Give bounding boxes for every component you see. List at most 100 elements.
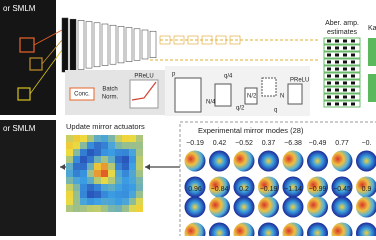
label: Batch	[102, 87, 117, 93]
layer	[69, 18, 77, 71]
dot	[351, 102, 355, 106]
dot	[351, 81, 355, 85]
actuator	[80, 205, 87, 212]
layer	[85, 21, 93, 69]
actuator	[136, 142, 143, 149]
actuator	[115, 142, 122, 149]
actuator	[87, 205, 94, 212]
mode	[258, 222, 279, 236]
mode-value: −0.19	[260, 186, 278, 193]
actuator	[66, 135, 73, 142]
actuator	[80, 163, 87, 170]
mode	[331, 150, 353, 172]
dot	[327, 39, 331, 43]
dot	[343, 81, 347, 85]
actuator	[136, 149, 143, 156]
actuator	[122, 205, 129, 212]
actuator	[122, 135, 129, 142]
label: q	[274, 108, 277, 114]
label: Norm.	[102, 95, 119, 101]
mode	[233, 150, 255, 172]
actuator	[136, 198, 143, 205]
actuator	[80, 177, 87, 184]
mode-value: −6.38	[284, 140, 302, 147]
mode	[282, 150, 304, 172]
mode-value: −0.19	[186, 140, 204, 147]
actuator	[66, 184, 73, 191]
dot	[351, 53, 355, 57]
title: Experimental mirror modes (28)	[198, 126, 304, 135]
box	[261, 77, 277, 97]
actuator	[87, 170, 94, 177]
actuator	[129, 184, 136, 191]
actuator	[122, 198, 129, 205]
cell	[323, 37, 361, 45]
mode-value: 0.77	[335, 140, 349, 147]
actuator	[129, 177, 136, 184]
mode-value: −0.99	[309, 186, 327, 193]
actuator	[108, 170, 115, 177]
actuator	[73, 205, 80, 212]
dot	[343, 88, 347, 92]
dot	[343, 39, 347, 43]
actuator	[94, 163, 101, 170]
dot	[335, 46, 339, 50]
actuator	[101, 198, 108, 205]
label: estimates	[327, 29, 357, 36]
actuator	[87, 177, 94, 184]
actuator	[94, 135, 101, 142]
label: PReLU	[290, 78, 309, 84]
mode-value: −0.84	[211, 186, 229, 193]
actuator	[87, 191, 94, 198]
actuator	[115, 177, 122, 184]
actuator	[80, 142, 87, 149]
dot	[335, 39, 339, 43]
layer	[93, 22, 101, 68]
mode	[184, 150, 206, 172]
curve	[131, 81, 157, 101]
mode	[307, 176, 328, 198]
mode	[331, 222, 353, 236]
box	[174, 77, 202, 113]
actuator	[73, 135, 80, 142]
label: N	[280, 94, 284, 100]
cell	[323, 93, 361, 101]
dot	[335, 88, 339, 92]
actuator	[101, 135, 108, 142]
actuator	[101, 191, 108, 198]
actuator	[94, 191, 101, 198]
actuator	[94, 205, 101, 212]
mode	[356, 222, 376, 236]
label: N/4	[206, 100, 216, 106]
dot	[351, 74, 355, 78]
actuator	[122, 163, 129, 170]
label: N/2	[247, 94, 257, 100]
actuator	[66, 170, 73, 177]
mode	[209, 196, 230, 218]
mode-value: −0.45	[333, 186, 351, 193]
dot	[335, 67, 339, 71]
actuator	[94, 156, 101, 163]
actuator	[94, 198, 101, 205]
cell	[323, 100, 361, 108]
actuator	[136, 191, 143, 198]
actuator	[80, 198, 87, 205]
actuator	[87, 135, 94, 142]
mode-value: −0.52	[235, 140, 253, 147]
cell	[323, 58, 361, 66]
mode	[209, 222, 230, 236]
dot	[327, 102, 331, 106]
actuator	[136, 135, 143, 142]
actuator	[94, 170, 101, 177]
dot	[343, 46, 347, 50]
dot	[327, 67, 331, 71]
actuator	[66, 142, 73, 149]
actuator	[66, 163, 73, 170]
actuator	[115, 198, 122, 205]
actuator	[73, 163, 80, 170]
dot	[343, 102, 347, 106]
actuator	[129, 142, 136, 149]
actuator	[101, 163, 108, 170]
mode	[331, 196, 353, 218]
